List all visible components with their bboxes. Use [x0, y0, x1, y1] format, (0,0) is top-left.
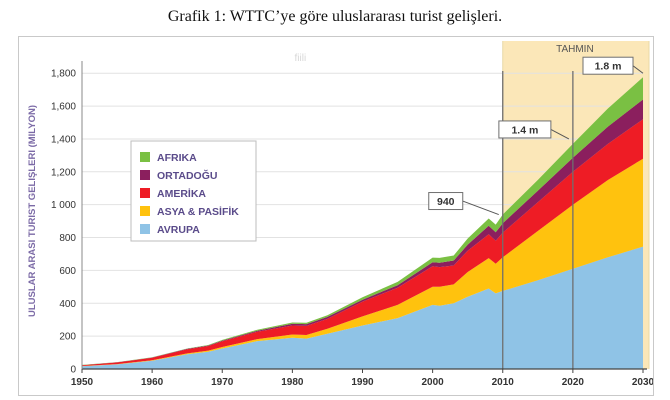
- y-tick-label: 800: [59, 233, 76, 244]
- y-tick-label: 0: [70, 365, 76, 376]
- annotation-box: [428, 192, 464, 211]
- chart-frame: fiili TAHMIN 0 200 400 600 800 1 000 1,200 1,40…: [18, 36, 655, 396]
- legend: AFRIKA ORTADOĞU AMERİKA ASYA & PASİFİK AVRUP…: [130, 140, 257, 242]
- y-tick-label: 600: [59, 266, 76, 277]
- x-tick-label: 2030: [632, 377, 653, 388]
- annotations: 940 1.4 m 1.8 m: [428, 56, 644, 216]
- x-axis-ticks: 1950 1960 1970 1980 1990 2000 2010 2020 2030: [71, 369, 655, 388]
- x-tick-label: 2020: [562, 377, 585, 388]
- y-axis-ticks: 0 200 400 600 800 1 000 1,200 1,400 1,600 1,800: [51, 69, 76, 376]
- annotation-label: 1.4 m: [511, 124, 538, 136]
- x-tick-label: 1960: [141, 377, 164, 388]
- y-tick-label: 1,400: [51, 134, 76, 145]
- legend-label: ASYA & PASİFİK: [157, 205, 239, 218]
- annotation-label: 1.8 m: [595, 61, 622, 73]
- actual-region-label: fiili: [295, 53, 307, 64]
- x-tick-label: 2010: [492, 377, 515, 388]
- legend-label: ORTADOĞU: [157, 169, 217, 182]
- y-tick-label: 1,800: [51, 69, 76, 80]
- area-series-asya-pasi-fi-k: [82, 158, 643, 367]
- y-tick-label: 1,200: [51, 167, 76, 178]
- legend-label: AMERİKA: [157, 187, 206, 200]
- forecast-region-label: TAHMIN: [556, 44, 594, 55]
- annotation-label: 940: [437, 196, 455, 208]
- y-tick-label: 400: [59, 299, 76, 310]
- legend-label: AFRIKA: [157, 152, 197, 164]
- y-tick-label: 1,600: [51, 102, 76, 113]
- axes: [81, 61, 647, 370]
- x-tick-label: 2000: [422, 377, 445, 388]
- y-tick-label: 1 000: [51, 200, 76, 211]
- legend-swatch: [140, 152, 150, 162]
- annotation-box: [582, 56, 634, 75]
- annotation-leader: [462, 200, 499, 216]
- y-tick-label: 200: [59, 332, 76, 343]
- x-tick-label: 1950: [71, 377, 94, 388]
- caption-text: Grafik 1: WTTC’ye göre uluslararası turi…: [167, 8, 503, 25]
- chart-caption: Grafik 1: WTTC’ye göre uluslararası turi…: [0, 8, 670, 26]
- annotation-box: [498, 120, 552, 139]
- annotation-leader: [632, 65, 644, 74]
- legend-swatch: [140, 170, 150, 180]
- x-tick-label: 1990: [351, 377, 374, 388]
- legend-label: AVRUPA: [157, 224, 200, 236]
- x-tick-label: 1970: [211, 377, 234, 388]
- area-chart: fiili TAHMIN 0 200 400 600 800 1 000 1,200 1,40…: [27, 41, 655, 388]
- legend-swatch: [140, 206, 150, 216]
- x-tick-label: 1980: [281, 377, 304, 388]
- legend-swatch: [140, 188, 150, 198]
- annotation-leader: [550, 129, 570, 140]
- legend-box: [130, 140, 257, 242]
- y-axis-label: ULUSLAR ARASI TURIST GELIŞLERI (MILYON): [27, 105, 38, 317]
- legend-swatch: [140, 224, 150, 234]
